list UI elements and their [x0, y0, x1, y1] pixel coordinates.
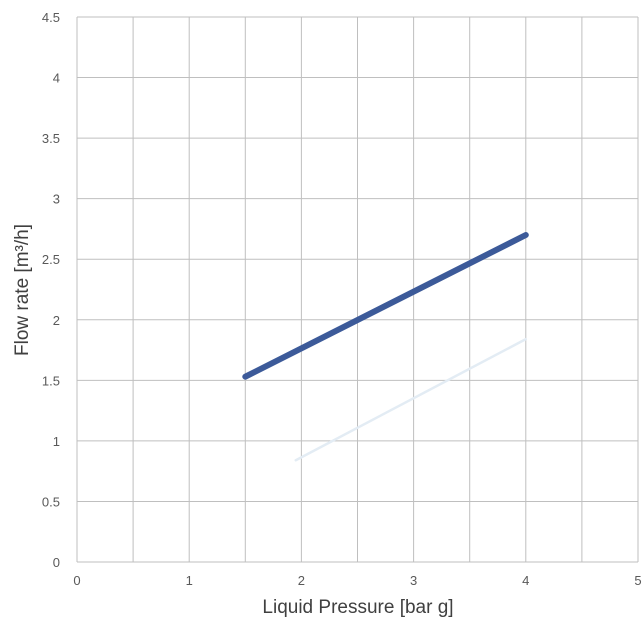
y-tick-label-2: 1: [53, 434, 60, 449]
x-tick-label-5: 5: [634, 573, 641, 588]
y-tick-label-5: 2.5: [42, 252, 60, 267]
y-tick-label-7: 3.5: [42, 131, 60, 146]
y-axis-ticks: 0 0.5 1 1.5 2 2.5 3 3.5 4 4.5: [42, 10, 60, 570]
x-tick-label-3: 3: [410, 573, 417, 588]
y-axis-label: Flow rate [m³/h]: [12, 224, 33, 356]
x-tick-label-1: 1: [186, 573, 193, 588]
y-tick-label-1: 0.5: [42, 494, 60, 509]
grid: [76, 16, 639, 563]
data-series: [242, 232, 529, 462]
y-tick-label-0: 0: [53, 555, 60, 570]
x-axis-label: Liquid Pressure [bar g]: [262, 597, 453, 618]
y-tick-label-3: 1.5: [42, 373, 60, 388]
y-tick-label-8: 4: [53, 71, 60, 86]
y-tick-label-9: 4.5: [42, 10, 60, 25]
x-tick-label-2: 2: [298, 573, 305, 588]
x-axis-ticks: 0 1 2 3 4 5: [73, 573, 641, 588]
y-tick-label-6: 3: [53, 192, 60, 207]
x-tick-label-0: 0: [73, 573, 80, 588]
x-tick-label-4: 4: [522, 573, 529, 588]
series-line-1: [294, 337, 528, 462]
y-tick-label-4: 2: [53, 313, 60, 328]
series-line-0: [242, 232, 529, 380]
